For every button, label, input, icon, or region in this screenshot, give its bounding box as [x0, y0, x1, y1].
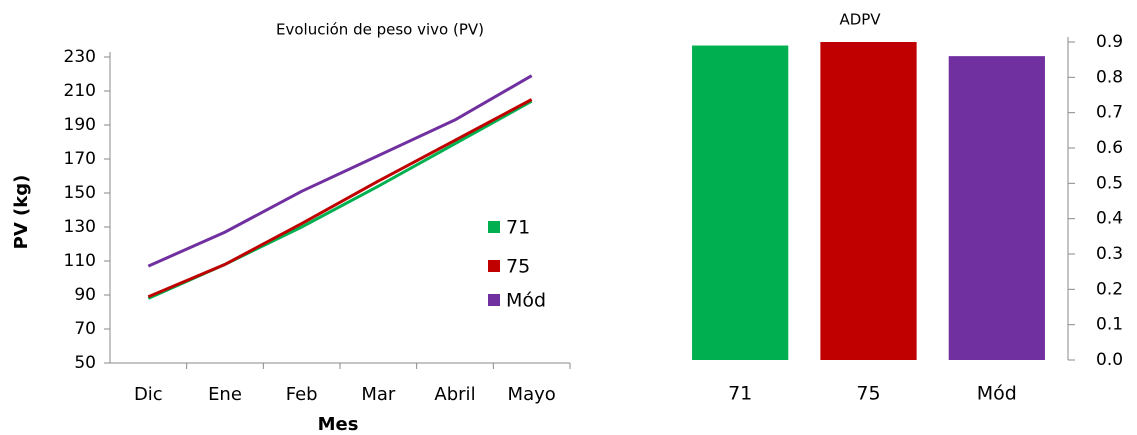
y-tick-label: 0.3 [1096, 244, 1123, 264]
x-tick-label: Ene [208, 384, 242, 405]
legend-label: 75 [506, 256, 530, 278]
y-tick-label: 0.0 [1096, 350, 1123, 370]
chart-title: ADPV [839, 11, 881, 29]
y-tick-label: 210 [64, 81, 96, 101]
series-line [147, 74, 533, 268]
x-tick-label: Feb [286, 384, 318, 405]
x-tick-label: 75 [856, 383, 880, 405]
y-tick-label: 110 [64, 251, 96, 271]
legend-swatch [488, 221, 500, 233]
y-tick-label: 0.6 [1096, 138, 1123, 158]
x-tick-label: 71 [728, 383, 752, 405]
x-tick-label: Mayo [508, 384, 556, 405]
x-tick-label: Abril [434, 384, 475, 405]
legend-swatch [488, 294, 500, 306]
y-tick-label: 0.1 [1096, 315, 1123, 335]
x-tick-label: Mar [361, 384, 396, 405]
y-tick-label: 90 [74, 285, 96, 305]
bar [820, 42, 917, 360]
y-tick-label: 0.2 [1096, 279, 1123, 299]
y-tick-label: 50 [74, 353, 96, 373]
x-axis-label: Mes [318, 414, 359, 435]
series-line [147, 98, 533, 299]
y-tick-label: 230 [64, 47, 96, 67]
y-tick-label: 0.8 [1096, 67, 1123, 87]
y-tick-label: 150 [64, 183, 96, 203]
y-tick-label: 70 [74, 319, 96, 339]
y-tick-label: 0.9 [1096, 32, 1123, 52]
bar [948, 56, 1045, 361]
y-tick-label: 0.4 [1096, 209, 1123, 229]
y-tick-label: 0.5 [1096, 173, 1123, 193]
chart-title: Evolución de peso vivo (PV) [276, 21, 484, 39]
legend-swatch [488, 260, 500, 272]
y-axis-label: PV (kg) [11, 175, 32, 250]
y-tick-label: 0.7 [1096, 103, 1123, 123]
legend-label: 71 [506, 217, 530, 239]
legend-label: Mód [506, 290, 546, 312]
y-tick-label: 170 [64, 149, 96, 169]
y-tick-label: 190 [64, 115, 96, 135]
x-tick-label: Dic [134, 384, 163, 405]
bar [692, 45, 789, 361]
x-tick-label: Mód [977, 383, 1017, 405]
y-tick-label: 130 [64, 217, 96, 237]
